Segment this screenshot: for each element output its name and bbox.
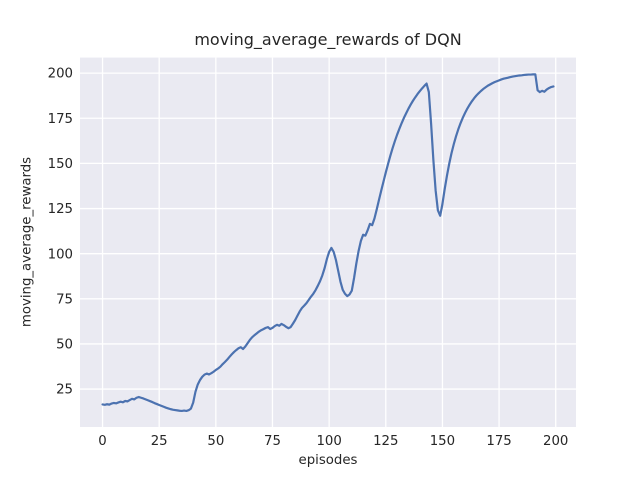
plot-background	[80, 57, 576, 427]
y-tick-label: 25	[56, 383, 73, 398]
y-tick-label: 100	[48, 247, 73, 262]
y-tick-label: 75	[56, 292, 73, 307]
x-tick-label: 0	[98, 434, 106, 449]
y-tick-label: 175	[48, 112, 73, 127]
y-tick-label: 150	[48, 157, 73, 172]
y-tick-label: 50	[56, 338, 73, 353]
series-line	[101, 73, 555, 413]
x-tick-label: 200	[543, 434, 568, 449]
x-tick-label: 50	[207, 434, 224, 449]
y-tick-label: 200	[48, 67, 73, 82]
x-tick-label: 150	[430, 434, 455, 449]
x-axis-label: episodes	[298, 453, 358, 468]
y-axis-label: moving_average_rewards	[19, 156, 35, 328]
x-tick-label: 175	[486, 434, 511, 449]
x-tick-label: 25	[151, 434, 168, 449]
x-tick-label: 125	[373, 434, 398, 449]
x-tick-label: 100	[316, 434, 341, 449]
x-tick-label: 75	[264, 434, 281, 449]
y-tick-label: 125	[48, 202, 73, 217]
chart-title: moving_average_rewards of DQN	[194, 30, 462, 49]
